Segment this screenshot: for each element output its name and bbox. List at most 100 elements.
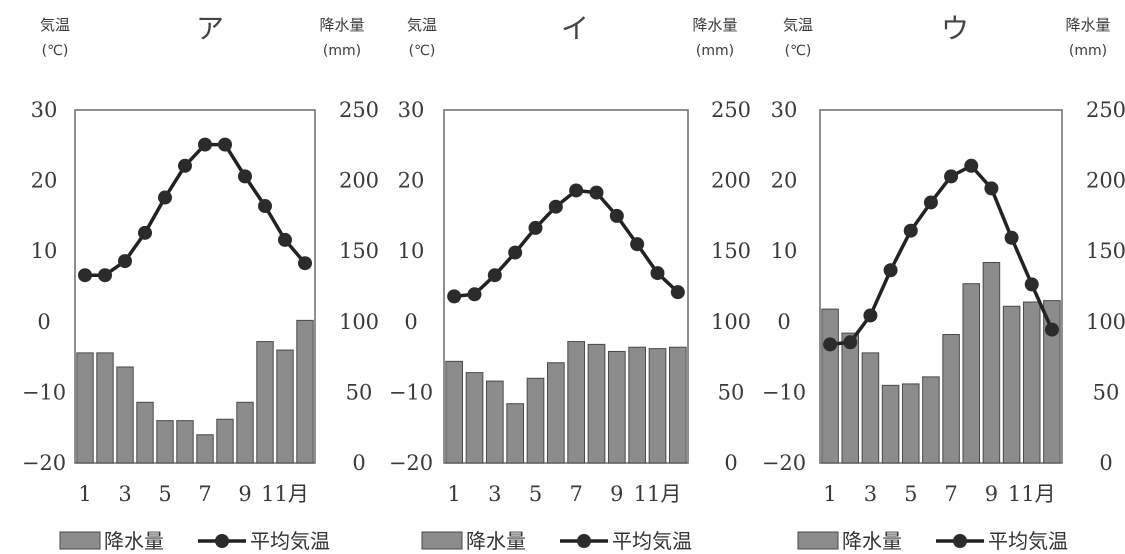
temperature-point: [670, 285, 685, 300]
temperature-tick-label: 0: [777, 310, 790, 334]
precipitation-bar: [256, 341, 274, 464]
precipitation-bar: [982, 261, 1001, 464]
precipitation-bar: [1022, 301, 1041, 464]
precipitation-bar: [668, 346, 687, 464]
precipitation-tick-label: 50: [718, 380, 745, 404]
temperature-point: [1024, 277, 1039, 292]
precipitation-tick-label: 250: [1086, 98, 1125, 122]
legend-precipitation-label: 降水量: [466, 529, 526, 553]
precipitation-tick-label: 50: [346, 380, 373, 404]
temperature-tick-label: −20: [22, 451, 66, 475]
precipitation-tick-label: 250: [711, 98, 751, 122]
temperature-point: [198, 137, 212, 152]
precipitation-bar: [196, 434, 214, 464]
right-axis-unit: (mm): [1069, 43, 1107, 59]
temperature-point: [508, 245, 523, 260]
month-tick-label: 9: [238, 482, 251, 506]
chart-legend: 降水量 平均気温: [797, 529, 1068, 553]
precipitation-tick-label: 100: [339, 310, 379, 334]
legend-temperature-label: 平均気温: [250, 529, 330, 553]
temperature-point: [1044, 322, 1059, 337]
month-tick-label: 9: [985, 482, 998, 506]
precipitation-bar: [176, 420, 194, 464]
precipitation-bar: [276, 349, 294, 464]
precipitation-tick-label: 150: [1086, 239, 1125, 263]
left-axis-label: 気温: [783, 16, 813, 34]
left-axis-unit: (℃): [42, 43, 69, 59]
precipitation-bar: [296, 319, 314, 464]
month-tick-label: 7: [198, 482, 211, 506]
temperature-point: [863, 308, 878, 323]
precipitation-tick-label: 200: [1086, 169, 1125, 193]
precipitation-bar: [881, 384, 900, 464]
temperature-tick-label: 30: [398, 98, 425, 122]
climate-chart-3: ウ気温(℃)降水量(mm)3020100−10−2025020015010050…: [762, 12, 1125, 553]
temperature-point: [298, 256, 312, 271]
temperature-tick-label: 20: [31, 169, 58, 193]
temperature-point: [1004, 230, 1019, 245]
precipitation-bar: [648, 348, 667, 464]
precipitation-tick-label: 100: [1086, 310, 1125, 334]
plot-frame: [819, 109, 1063, 464]
legend-precipitation-label: 降水量: [842, 529, 902, 553]
chart-legend: 降水量 平均気温: [59, 529, 330, 553]
month-tick-label: 9: [610, 482, 623, 506]
precipitation-bar: [861, 352, 880, 464]
legend-temperature-label: 平均気温: [988, 529, 1068, 553]
precipitation-bar: [236, 401, 254, 464]
precipitation-bar: [922, 376, 940, 464]
temperature-point: [944, 169, 959, 184]
precipitation-bar: [841, 332, 860, 464]
precipitation-bar: [546, 362, 565, 464]
month-tick-label: 11月: [634, 482, 682, 506]
temperature-point: [548, 199, 563, 214]
temperature-point: [218, 137, 232, 152]
month-tick-label: 7: [944, 482, 957, 506]
legend-bar-swatch: [421, 531, 463, 550]
temperature-tick-label: 30: [771, 98, 798, 122]
legend-temperature-label: 平均気温: [612, 529, 692, 553]
temperature-tick-label: 30: [31, 98, 58, 122]
temperature-tick-label: 0: [37, 310, 50, 334]
left-axis-label: 気温: [40, 16, 70, 34]
precipitation-tick-label: 0: [1099, 451, 1112, 475]
temperature-tick-label: −10: [22, 380, 66, 404]
precipitation-tick-label: 200: [339, 169, 379, 193]
precipitation-bar: [156, 420, 174, 464]
climate-chart-1: ア気温(℃)降水量(mm)3020100−10−2025020015010050…: [22, 12, 379, 553]
temperature-tick-label: 10: [771, 239, 798, 263]
temperature-tick-label: 10: [398, 239, 425, 263]
month-tick-label: 1: [78, 482, 91, 506]
month-tick-label: 3: [488, 482, 501, 506]
precipitation-bar: [116, 366, 134, 464]
temperature-tick-label: −20: [389, 451, 433, 475]
temperature-point: [158, 190, 172, 205]
precipitation-bar: [506, 403, 525, 464]
temperature-point: [118, 254, 132, 269]
precipitation-bar: [136, 401, 154, 464]
left-axis-label: 気温: [407, 16, 437, 34]
precipitation-bar: [607, 350, 626, 464]
legend-precipitation-label: 降水量: [104, 529, 164, 553]
precipitation-bar: [445, 360, 464, 464]
left-axis-unit: (℃): [785, 43, 812, 59]
temperature-point: [569, 183, 584, 198]
month-tick-label: 3: [118, 482, 131, 506]
temperature-point: [923, 195, 938, 210]
temperature-point: [138, 225, 152, 240]
legend-bar-swatch: [797, 531, 839, 550]
month-tick-label: 5: [529, 482, 542, 506]
precipitation-tick-label: 250: [339, 98, 379, 122]
precipitation-bar: [628, 346, 647, 464]
temperature-point: [258, 199, 272, 214]
legend-line-marker: [953, 534, 967, 548]
temperature-point: [447, 289, 462, 304]
chart-title: ウ: [941, 12, 969, 45]
climate-chart-2: イ気温(℃)降水量(mm)3020100−10−2025020015010050…: [389, 12, 751, 553]
month-tick-label: 1: [447, 482, 460, 506]
right-axis-label: 降水量: [319, 16, 364, 34]
precipitation-bar: [962, 283, 981, 464]
legend-bar-swatch: [59, 531, 101, 550]
precipitation-bar: [942, 334, 960, 464]
